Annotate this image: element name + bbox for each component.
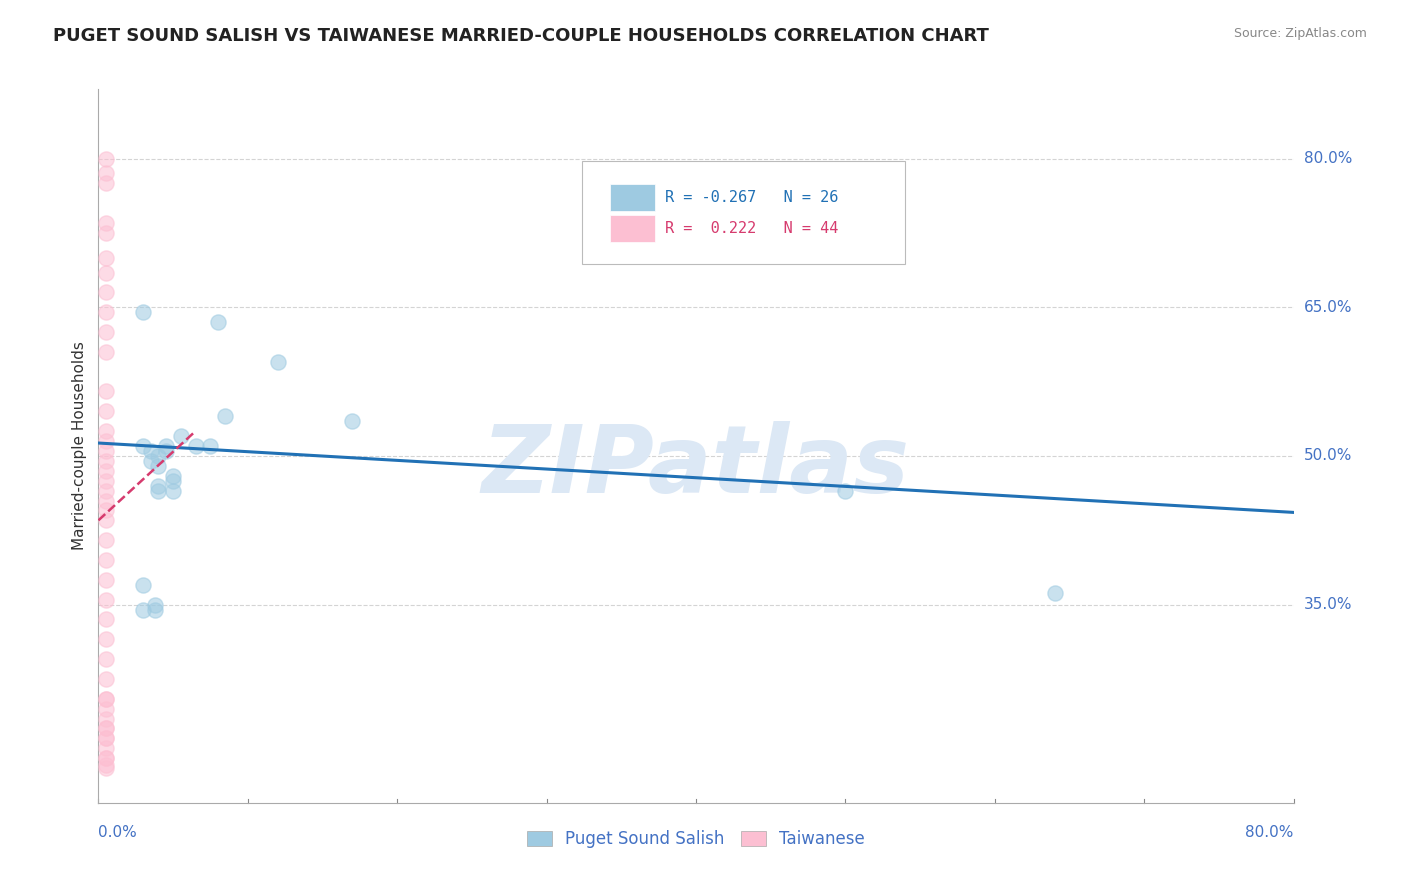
- Point: [94, 503, 117, 517]
- Text: 35.0%: 35.0%: [1303, 597, 1353, 612]
- Point: [132, 602, 155, 616]
- FancyBboxPatch shape: [610, 215, 655, 242]
- Legend: Puget Sound Salish, Taiwanese: Puget Sound Salish, Taiwanese: [520, 824, 872, 855]
- Text: R = -0.267   N = 26: R = -0.267 N = 26: [665, 190, 838, 205]
- FancyBboxPatch shape: [582, 161, 905, 264]
- Point: [94, 474, 117, 488]
- Point: [214, 409, 236, 424]
- Text: PUGET SOUND SALISH VS TAIWANESE MARRIED-COUPLE HOUSEHOLDS CORRELATION CHART: PUGET SOUND SALISH VS TAIWANESE MARRIED-…: [53, 27, 990, 45]
- Point: [207, 315, 229, 329]
- Point: [94, 701, 117, 715]
- Point: [94, 751, 117, 765]
- Point: [94, 672, 117, 686]
- FancyBboxPatch shape: [610, 184, 655, 211]
- Text: 65.0%: 65.0%: [1303, 300, 1353, 315]
- Point: [155, 444, 177, 458]
- Point: [155, 439, 177, 453]
- Point: [148, 483, 170, 498]
- Point: [94, 533, 117, 548]
- Point: [94, 166, 117, 180]
- Point: [94, 444, 117, 458]
- Text: Source: ZipAtlas.com: Source: ZipAtlas.com: [1233, 27, 1367, 40]
- Point: [94, 226, 117, 240]
- Point: [94, 177, 117, 191]
- Point: [94, 553, 117, 567]
- Y-axis label: Married-couple Households: Married-couple Households: [72, 342, 87, 550]
- Text: 80.0%: 80.0%: [1246, 824, 1294, 839]
- Point: [94, 592, 117, 607]
- Point: [94, 691, 117, 706]
- Point: [94, 691, 117, 706]
- Point: [94, 612, 117, 626]
- Point: [94, 758, 117, 772]
- Point: [94, 632, 117, 647]
- Point: [169, 429, 191, 443]
- Point: [94, 741, 117, 756]
- Point: [1043, 585, 1066, 599]
- Point: [139, 444, 162, 458]
- Point: [94, 305, 117, 319]
- Point: [184, 439, 207, 453]
- Point: [162, 474, 184, 488]
- Point: [834, 483, 856, 498]
- Point: [94, 434, 117, 448]
- Point: [94, 285, 117, 300]
- Point: [148, 458, 170, 473]
- Point: [94, 325, 117, 339]
- Point: [132, 578, 155, 592]
- Point: [94, 722, 117, 736]
- Point: [94, 731, 117, 746]
- Point: [94, 513, 117, 527]
- Point: [342, 414, 364, 428]
- Point: [94, 751, 117, 765]
- Point: [94, 722, 117, 736]
- Text: 80.0%: 80.0%: [1303, 151, 1353, 166]
- Point: [132, 305, 155, 319]
- Point: [94, 152, 117, 166]
- Point: [94, 464, 117, 478]
- Point: [143, 602, 166, 616]
- Text: R =  0.222   N = 44: R = 0.222 N = 44: [665, 221, 838, 235]
- Point: [132, 439, 155, 453]
- Point: [162, 468, 184, 483]
- Text: 50.0%: 50.0%: [1303, 449, 1353, 464]
- Point: [139, 454, 162, 468]
- Point: [94, 404, 117, 418]
- Point: [143, 598, 166, 612]
- Point: [200, 439, 222, 453]
- Point: [94, 761, 117, 775]
- Point: [94, 424, 117, 438]
- Point: [94, 731, 117, 746]
- Point: [94, 384, 117, 399]
- Point: [94, 454, 117, 468]
- Point: [94, 216, 117, 230]
- Point: [94, 483, 117, 498]
- Point: [94, 344, 117, 359]
- Point: [94, 573, 117, 587]
- Point: [94, 251, 117, 265]
- Text: ZIPatlas: ZIPatlas: [482, 421, 910, 514]
- Point: [162, 483, 184, 498]
- Point: [94, 493, 117, 508]
- Point: [94, 712, 117, 726]
- Point: [94, 652, 117, 666]
- Point: [148, 478, 170, 492]
- Point: [148, 449, 170, 463]
- Point: [267, 355, 290, 369]
- Text: 0.0%: 0.0%: [98, 824, 138, 839]
- Point: [94, 266, 117, 280]
